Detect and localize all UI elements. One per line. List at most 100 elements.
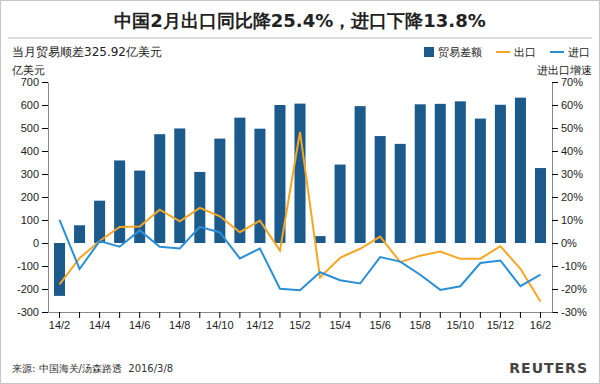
title: 中国2月出口同比降25.4%，进口下降13.8% — [114, 10, 485, 31]
y2-tick-mark — [552, 266, 558, 267]
plot-area — [54, 98, 546, 302]
y2-tick-mark — [552, 82, 558, 83]
x-tick — [79, 312, 80, 318]
x-axis: 14/214/414/614/814/1014/1215/215/415/615… — [49, 312, 553, 331]
x-tick-mark — [480, 312, 481, 318]
bar — [535, 168, 546, 243]
bar — [214, 139, 225, 243]
x-tick: 16/2 — [530, 312, 551, 331]
y-tick: 400 — [21, 145, 48, 157]
x-tick-mark — [540, 312, 541, 318]
bar — [455, 101, 466, 243]
title-rule — [8, 38, 592, 39]
legend-item: 进口 — [550, 46, 590, 59]
x-tick: 14/10 — [206, 312, 234, 331]
y-tick-mark — [42, 266, 48, 267]
logo: REUTERS — [509, 360, 588, 376]
x-tick — [119, 312, 120, 318]
bar — [435, 104, 446, 243]
y2-tick-label: 20% — [561, 191, 583, 203]
line — [60, 132, 541, 302]
x-tick-mark — [199, 312, 200, 318]
x-tick-mark — [79, 312, 80, 318]
y2-tick-mark — [552, 243, 558, 244]
y-tick: 300 — [21, 168, 48, 180]
chart: 中国2月出口同比降25.4%，进口下降13.8%当月贸易顺差325.92亿美元亿… — [0, 0, 600, 384]
y-tick-mark — [42, 220, 48, 221]
y-tick: 700 — [21, 76, 48, 88]
x-tick — [400, 312, 401, 318]
x-tick-label: 15/4 — [329, 319, 350, 331]
x-tick-label: 14/8 — [169, 319, 190, 331]
y2-tick-label: 30% — [561, 168, 583, 180]
y2-tick: 30% — [552, 168, 583, 180]
x-tick: 15/8 — [410, 312, 431, 331]
x-tick — [520, 312, 521, 318]
y-tick-label: 600 — [21, 99, 39, 111]
legend: 贸易差额出口进口 — [424, 46, 590, 59]
line — [60, 220, 541, 290]
x-tick-mark — [139, 312, 140, 318]
y2-tick: 40% — [552, 145, 583, 157]
x-tick-label: 14/2 — [49, 319, 70, 331]
x-tick-mark — [159, 312, 160, 318]
x-tick-label: 16/2 — [530, 319, 551, 331]
x-tick-mark — [300, 312, 301, 318]
x-tick-mark — [380, 312, 381, 318]
legend-swatch — [424, 47, 434, 57]
x-tick: 14/12 — [246, 312, 274, 331]
y-tick-mark — [42, 289, 48, 290]
y2-tick: 60% — [552, 99, 583, 111]
x-tick — [159, 312, 160, 318]
y2-tick-mark — [552, 312, 558, 313]
y-tick-mark — [42, 243, 48, 244]
x-tick — [360, 312, 361, 318]
bar — [74, 225, 85, 243]
x-tick — [480, 312, 481, 318]
x-tick: 14/4 — [89, 312, 110, 331]
y2-tick-label: 0% — [561, 237, 577, 249]
x-tick: 14/2 — [49, 312, 70, 331]
background — [1, 1, 600, 384]
y-tick-label: 200 — [21, 191, 39, 203]
y-tick-mark — [42, 151, 48, 152]
bar — [395, 144, 406, 243]
y2-tick-mark — [552, 105, 558, 106]
y-tick-label: 700 — [21, 76, 39, 88]
x-tick — [440, 312, 441, 318]
y-tick-label: 300 — [21, 168, 39, 180]
y-tick-mark — [42, 197, 48, 198]
y-tick-mark — [42, 105, 48, 106]
y2-tick-label: -30% — [561, 306, 587, 318]
bar-series — [54, 98, 546, 296]
x-tick-label: 15/12 — [487, 319, 515, 331]
y-tick: -300 — [17, 306, 48, 318]
y2-tick: 70% — [552, 76, 583, 88]
bar — [515, 98, 526, 243]
y2-tick-mark — [552, 174, 558, 175]
bar — [154, 134, 165, 243]
x-tick-mark — [520, 312, 521, 318]
y2-tick-label: 70% — [561, 76, 583, 88]
x-tick-mark — [340, 312, 341, 318]
y2-tick-label: -20% — [561, 283, 587, 295]
y2-tick-label: 40% — [561, 145, 583, 157]
y-tick-label: 0 — [33, 237, 39, 249]
y-tick-label: 400 — [21, 145, 39, 157]
legend-label: 出口 — [514, 46, 536, 59]
x-tick-mark — [500, 312, 501, 318]
y2-axis: -30%-20%-10%0%10%20%30%40%50%60%70% — [552, 76, 587, 318]
y2-tick: 10% — [552, 214, 583, 226]
x-tick-mark — [179, 312, 180, 318]
x-tick-mark — [219, 312, 220, 318]
x-tick-mark — [420, 312, 421, 318]
x-tick-label: 15/10 — [447, 319, 475, 331]
x-tick-mark — [239, 312, 240, 318]
y2-tick-label: 60% — [561, 99, 583, 111]
y-axis: -300-200-1000100200300400500600700 — [17, 76, 49, 318]
bar — [415, 104, 426, 243]
y-tick: 0 — [33, 237, 48, 249]
bar — [375, 136, 386, 243]
y2-tick-mark — [552, 220, 558, 221]
x-tick — [279, 312, 280, 318]
